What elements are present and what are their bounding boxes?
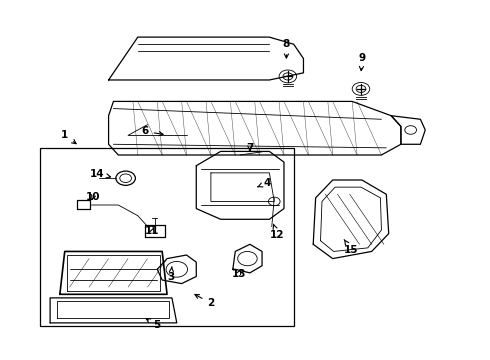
Text: 14: 14 bbox=[90, 168, 111, 179]
Text: 8: 8 bbox=[283, 39, 290, 58]
Text: 9: 9 bbox=[358, 53, 366, 71]
Text: 2: 2 bbox=[195, 294, 215, 308]
Text: 4: 4 bbox=[258, 178, 270, 188]
Text: 12: 12 bbox=[270, 224, 284, 240]
Text: 13: 13 bbox=[231, 269, 246, 279]
Text: 10: 10 bbox=[86, 192, 100, 202]
Text: 1: 1 bbox=[61, 130, 76, 144]
Text: 7: 7 bbox=[246, 143, 253, 153]
Text: 6: 6 bbox=[142, 126, 163, 136]
Text: 5: 5 bbox=[146, 319, 161, 330]
Text: 3: 3 bbox=[167, 267, 174, 282]
Text: 11: 11 bbox=[145, 226, 160, 236]
Text: 15: 15 bbox=[344, 240, 359, 255]
